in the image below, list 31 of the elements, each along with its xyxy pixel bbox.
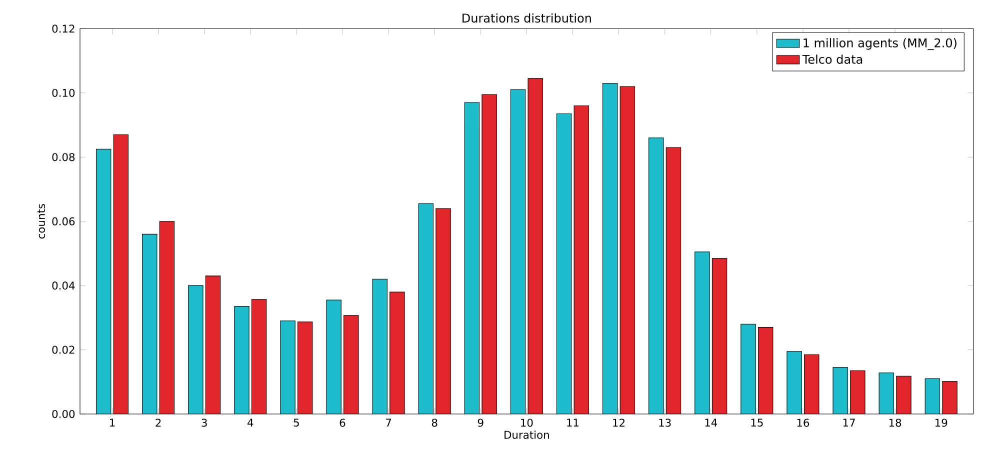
y-tick-label: 0.06	[52, 217, 75, 226]
x-tick-label: 4	[248, 418, 254, 426]
x-tick-label: 8	[432, 418, 438, 427]
x-tick-label: 11	[567, 418, 579, 426]
legend-label: 1 million agents (MM_2.0)	[804, 38, 956, 50]
y-tick-label: 0.10	[52, 88, 75, 97]
x-tick-label: 1	[110, 418, 115, 426]
y-tick-label: 0.04	[52, 282, 75, 290]
x-tick-label: 12	[613, 418, 624, 427]
x-tick-label: 10	[521, 418, 533, 427]
x-tick-label: 15	[751, 418, 763, 427]
y-tick-label: 0.12	[52, 24, 74, 33]
x-tick-label: 5	[294, 418, 299, 427]
y-tick-label: 0.08	[52, 153, 75, 162]
x-tick-label: 7	[386, 418, 392, 426]
chart-title: Durations distribution	[462, 13, 591, 23]
x-tick-label: 17	[843, 418, 855, 426]
x-tick-label: 9	[478, 418, 484, 427]
y-axis-title: counts	[37, 204, 46, 239]
x-tick-label: 18	[889, 418, 902, 427]
x-tick-label: 14	[705, 418, 718, 426]
x-tick-label: 6	[340, 418, 346, 427]
x-axis-title: Duration	[504, 430, 549, 439]
x-tick-label: 16	[797, 418, 810, 427]
x-tick-label: 13	[659, 418, 671, 427]
y-tick-label: 0.02	[52, 346, 74, 354]
x-tick-label: 2	[156, 418, 161, 427]
legend-label: Telco data	[802, 54, 862, 64]
x-tick-label: 3	[202, 418, 207, 427]
x-tick-label: 19	[935, 418, 948, 427]
y-tick-label: 0.00	[52, 410, 75, 418]
